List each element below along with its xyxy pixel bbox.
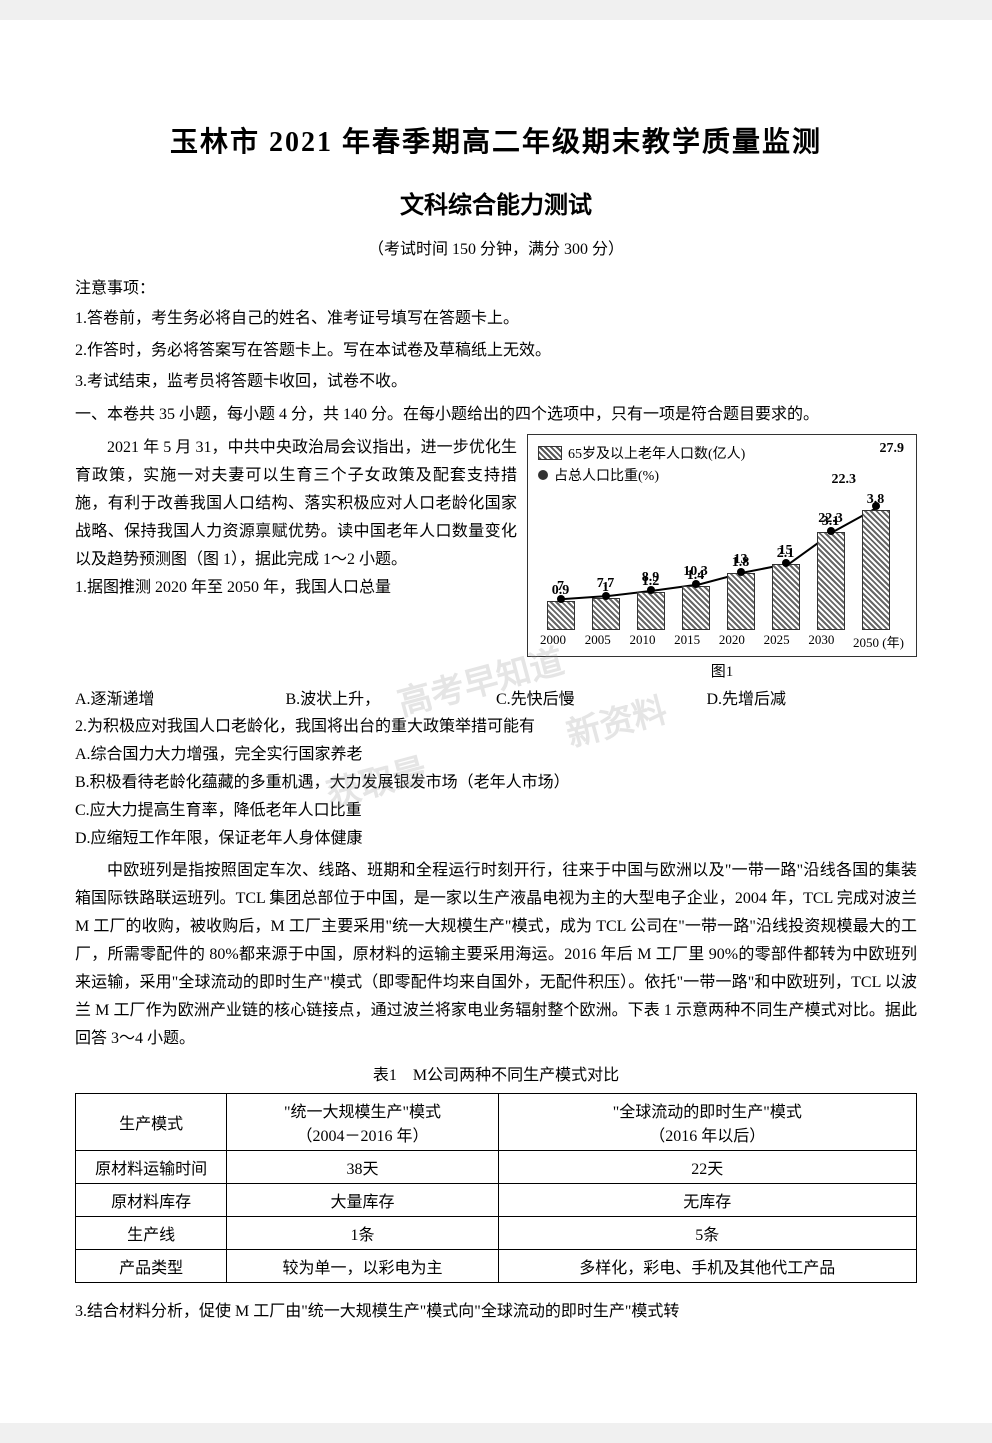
table-cell: 生产线 — [76, 1216, 227, 1249]
chart-caption: 图1 — [527, 660, 917, 681]
bar — [592, 598, 620, 630]
q-block: 高考早知道 新资料 获取最 A.逐渐递增 B.波状上升， C.先快后慢 D.先增… — [75, 685, 917, 853]
q1-opt-a: A.逐渐递增 — [75, 685, 286, 709]
chart-area: 65岁及以上老年人口数(亿人) 27.9 占总人口比重(%) 0.9717.71… — [527, 434, 917, 681]
passage2-text: 中欧班列是指按照固定车次、线路、班期和全程运行时刻开行，往来于中国与欧洲以及"一… — [75, 857, 917, 1053]
legend-line-swatch — [538, 470, 548, 480]
line-label: 22.3 — [818, 511, 843, 527]
x-label: 2025 — [764, 632, 790, 651]
chart-plot: 0.9717.71.28.91.410.31.8132.1153.122.33.… — [538, 490, 906, 630]
legend-bar-label: 65岁及以上老年人口数(亿人) — [568, 443, 745, 463]
bar — [637, 592, 665, 630]
instruction-2: 2.作答时，务必将答案写在答题卡上。写在本试卷及草稿纸上无效。 — [75, 338, 917, 364]
section-1-header: 一、本卷共 35 小题，每小题 4 分，共 140 分。在每小题给出的四个选项中… — [75, 401, 917, 429]
table-cell: 1条 — [227, 1216, 498, 1249]
table-cell: 较为单一，以彩电为主 — [227, 1249, 498, 1282]
line-point — [872, 502, 880, 510]
table-cell: 38天 — [227, 1150, 498, 1183]
line-label: 15 — [779, 543, 793, 559]
table-cell: 5条 — [498, 1216, 916, 1249]
line-label: 22.3 — [832, 472, 857, 488]
table-row: 生产线1条5条 — [76, 1216, 917, 1249]
x-label: 2030 — [808, 632, 834, 651]
th-mode: 生产模式 — [76, 1093, 227, 1150]
x-label: 2020 — [719, 632, 745, 651]
page-title-sub: 文科综合能力测试 — [75, 185, 917, 220]
line-label: 7.7 — [597, 576, 615, 592]
x-label: 2005 — [585, 632, 611, 651]
legend-line-label: 占总人口比重(%) — [554, 465, 659, 485]
exam-info: （考试时间 150 分钟，满分 300 分） — [75, 235, 917, 259]
passage1-intro: 2021 年 5 月 31，中共中央政治局会议指出，进一步优化生育政策，实施一对… — [75, 434, 517, 574]
legend-bar-swatch — [538, 446, 562, 460]
line-point — [602, 592, 610, 600]
bar — [817, 532, 845, 630]
table-cell: 产品类型 — [76, 1249, 227, 1282]
bar — [682, 586, 710, 630]
line-point — [692, 580, 700, 588]
table-cell: 原材料运输时间 — [76, 1150, 227, 1183]
line-point — [647, 586, 655, 594]
table-header-row: 生产模式 "统一大规模生产"模式 （2004－2016 年） "全球流动的即时生… — [76, 1093, 917, 1150]
x-axis-labels: 2000 2005 2010 2015 2020 2025 2030 2050 (年) — [538, 632, 906, 651]
q1-options: A.逐渐递增 B.波状上升， C.先快后慢 D.先增后减 — [75, 685, 917, 709]
q2-opt-d: D.应缩短工作年限，保证老年人身体健康 — [75, 825, 917, 853]
q3-stem: 3.结合材料分析，促使 M 工厂由"统一大规模生产"模式向"全球流动的即时生产"… — [75, 1298, 917, 1326]
legend-bar: 65岁及以上老年人口数(亿人) 27.9 — [538, 443, 906, 463]
comparison-table: 生产模式 "统一大规模生产"模式 （2004－2016 年） "全球流动的即时生… — [75, 1093, 917, 1283]
line-label: 13 — [734, 552, 748, 568]
q1-opt-c: C.先快后慢 — [496, 685, 707, 709]
bar — [727, 573, 755, 630]
table-caption: 表1 M公司两种不同生产模式对比 — [75, 1061, 917, 1085]
table-cell: 原材料库存 — [76, 1183, 227, 1216]
x-label: 2050 (年) — [853, 632, 904, 651]
passage1-container: 2021 年 5 月 31，中共中央政治局会议指出，进一步优化生育政策，实施一对… — [75, 434, 917, 681]
line-point — [782, 559, 790, 567]
chart-box: 65岁及以上老年人口数(亿人) 27.9 占总人口比重(%) 0.9717.71… — [527, 434, 917, 657]
notice-label: 注意事项： — [75, 274, 917, 298]
table-row: 原材料库存大量库存无库存 — [76, 1183, 917, 1216]
table-row: 产品类型较为单一，以彩电为主多样化，彩电、手机及其他代工产品 — [76, 1249, 917, 1282]
x-label: 2010 — [629, 632, 655, 651]
table-cell: 大量库存 — [227, 1183, 498, 1216]
q1-opt-b: B.波状上升， — [286, 685, 497, 709]
x-label: 2000 — [540, 632, 566, 651]
instruction-1: 1.答卷前，考生务必将自己的姓名、准考证号填写在答题卡上。 — [75, 306, 917, 332]
bar — [547, 601, 575, 629]
q2-opt-a: A.综合国力大力增强，完全实行国家养老 — [75, 741, 917, 769]
x-label: 2015 — [674, 632, 700, 651]
q2-opt-c: C.应大力提高生育率，降低老年人口比重 — [75, 797, 917, 825]
q2-stem: 2.为积极应对我国人口老龄化，我国将出台的重大政策举措可能有 — [75, 713, 917, 741]
q1-stem: 1.据图推测 2020 年至 2050 年，我国人口总量 — [75, 574, 517, 602]
line-label: 8.9 — [642, 570, 660, 586]
bar — [772, 564, 800, 630]
page-title-main: 玉林市 2021 年春季期高二年级期末教学质量监测 — [75, 120, 917, 160]
instruction-3: 3.考试结束，监考员将答题卡收回，试卷不收。 — [75, 369, 917, 395]
th-mode1: "统一大规模生产"模式 （2004－2016 年） — [227, 1093, 498, 1150]
line-value-last-top: 27.9 — [880, 441, 905, 457]
th-mode2: "全球流动的即时生产"模式 （2016 年以后） — [498, 1093, 916, 1150]
table-row: 原材料运输时间38天22天 — [76, 1150, 917, 1183]
line-label: 10.3 — [683, 564, 708, 580]
table-cell: 22天 — [498, 1150, 916, 1183]
bar — [862, 510, 890, 630]
line-point — [737, 568, 745, 576]
q2-opt-b: B.积极看待老龄化蕴藏的多重机遇，大力发展银发市场（老年人市场） — [75, 769, 917, 797]
line-point — [557, 595, 565, 603]
table-cell: 多样化，彩电、手机及其他代工产品 — [498, 1249, 916, 1282]
line-label: 7 — [557, 579, 564, 595]
line-point — [827, 527, 835, 535]
exam-page: 玉林市 2021 年春季期高二年级期末教学质量监测 文科综合能力测试 （考试时间… — [0, 20, 992, 1423]
table-cell: 无库存 — [498, 1183, 916, 1216]
q1-opt-d: D.先增后减 — [707, 685, 918, 709]
passage1-text-column: 2021 年 5 月 31，中共中央政治局会议指出，进一步优化生育政策，实施一对… — [75, 434, 517, 681]
